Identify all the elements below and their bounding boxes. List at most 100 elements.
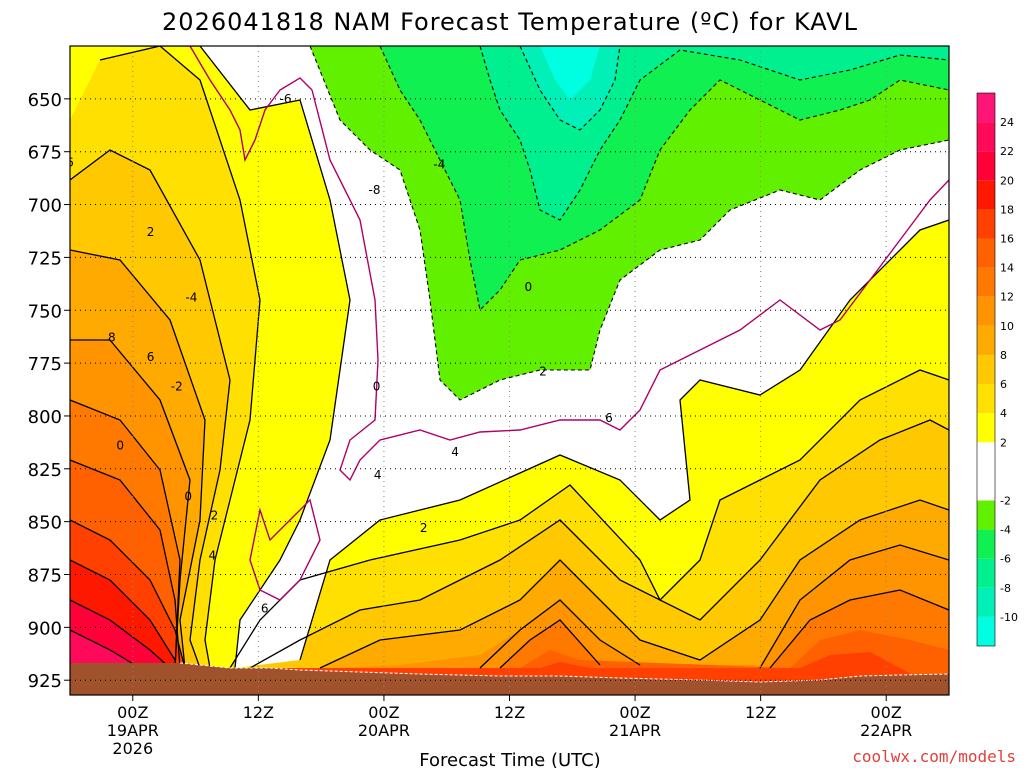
contour-label: 4 — [451, 445, 459, 459]
contour-label: 8 — [108, 331, 116, 345]
colorbar-label: 14 — [1000, 262, 1014, 275]
colorbar-swatch — [977, 325, 995, 355]
contour-label: -4 — [185, 291, 197, 305]
contour-label: 4 — [208, 548, 216, 562]
x-tick-date: 19APR — [107, 721, 159, 740]
colorbar-swatch — [977, 500, 995, 530]
contour-label: 0 — [373, 379, 381, 393]
colorbar-label: -8 — [1000, 582, 1011, 595]
contour-neg4 — [379, 46, 949, 312]
negative-contours — [309, 46, 949, 401]
colorbar-swatch — [977, 587, 995, 617]
contour-6 — [70, 149, 231, 669]
colorbar-swatch — [977, 384, 995, 414]
colorbar-swatch — [977, 529, 995, 559]
contour-10 — [70, 339, 191, 669]
y-tick-label: 725 — [28, 248, 62, 269]
colorbar-frame — [976, 92, 996, 647]
contour-12-east — [499, 619, 601, 669]
colorbar-swatch — [977, 558, 995, 588]
y-tick-label: 825 — [28, 460, 62, 481]
contour-18 — [70, 559, 176, 661]
colorbar-label: 22 — [1000, 145, 1014, 158]
y-axis: 650 675 700 725 750 775 800 825 850 875 900 925 — [28, 90, 70, 692]
colorbar-label: 24 — [1000, 116, 1014, 129]
colorbar-swatch — [977, 180, 995, 210]
y-tick-label: 650 — [28, 90, 62, 111]
contour-16 — [70, 519, 186, 669]
x-tick-label: 00Z — [368, 703, 399, 722]
colorbar-swatch — [977, 413, 995, 443]
region-neg2-to-2 — [200, 46, 949, 668]
y-tick-label: 850 — [28, 513, 62, 534]
colorbar-label: 2 — [1000, 436, 1007, 449]
x-tick-date: 20APR — [358, 721, 410, 740]
contour-label: 0 — [116, 439, 124, 453]
colorbar-swatch — [977, 93, 995, 123]
x-tick-label: 12Z — [243, 703, 274, 722]
contour-label: 6 — [261, 601, 269, 615]
terrain — [70, 663, 949, 695]
colorbar-label: 8 — [1000, 349, 1007, 362]
contour-label: -4 — [433, 157, 445, 171]
freezing-line-west — [189, 46, 313, 163]
colorbar-swatch — [977, 442, 995, 501]
colorbar-swatch — [977, 209, 995, 239]
contour-labels: -6 -8 -4 -4 -2 0 0 0 2 6 2 8 6 0 2 4 6 4 2 4 6 — [66, 92, 613, 615]
contour-label: -6 — [280, 92, 292, 106]
colorbar-label: 12 — [1000, 291, 1014, 304]
y-tick-label: 700 — [28, 196, 62, 217]
y-tick-label: 800 — [28, 407, 62, 428]
contour-label: 2 — [539, 365, 547, 379]
colorbar-label: 10 — [1000, 320, 1014, 333]
contour-10-east — [479, 599, 641, 669]
x-tick-date: 21APR — [609, 721, 661, 740]
colorbar-swatch — [977, 296, 995, 326]
contour-12 — [70, 399, 181, 669]
terrain-edge — [179, 662, 949, 683]
colorbar-label: 4 — [1000, 407, 1007, 420]
y-tick-label: 875 — [28, 566, 62, 587]
contour-label: 6 — [147, 350, 155, 364]
x-tick-year: 2026 — [112, 739, 153, 758]
contour-label: -8 — [369, 183, 381, 197]
colorbar-label: -4 — [1000, 524, 1011, 537]
colorbar-label: -6 — [1000, 553, 1011, 566]
contour-10-east2 — [759, 544, 949, 669]
contour-label: 2 — [420, 521, 428, 535]
y-tick-label: 775 — [28, 354, 62, 375]
contour-6-east — [249, 419, 949, 669]
colorbar-swatch — [977, 354, 995, 385]
colorbar-swatch — [977, 238, 995, 268]
contour-label: 0 — [525, 280, 533, 294]
contour-4-east — [229, 369, 949, 669]
y-tick-label: 750 — [28, 301, 62, 322]
contour-neg8 — [519, 46, 621, 131]
contour-label: 2 — [147, 225, 155, 239]
grid — [70, 46, 949, 695]
y-tick-label: 925 — [28, 671, 62, 692]
contour-label: 2 — [211, 508, 219, 522]
x-tick-label: 00Z — [871, 703, 902, 722]
colorbar-label: -2 — [1000, 494, 1011, 507]
contour-8-east — [319, 499, 949, 669]
contour-label: -2 — [171, 379, 183, 393]
contour-label: 6 — [66, 155, 74, 169]
colorbar-label: 20 — [1000, 174, 1014, 187]
x-tick-date: 22APR — [860, 721, 912, 740]
x-tick-label: 00Z — [619, 703, 650, 722]
x-tick-label: 12Z — [745, 703, 776, 722]
credit-text: coolwx.com/models — [852, 747, 1016, 766]
contour-22 — [70, 629, 141, 669]
contour-4 — [99, 46, 261, 669]
region-neg10-to-neg12 — [540, 46, 600, 100]
contour-20 — [70, 599, 171, 669]
contour-8 — [70, 249, 206, 669]
colorbar-label: 18 — [1000, 203, 1014, 216]
freezing-line-main — [311, 89, 949, 482]
x-axis-label: Forecast Time (UTC) — [419, 750, 600, 768]
colorbar-swatch — [977, 267, 995, 297]
x-tick-label: 00Z — [117, 703, 148, 722]
